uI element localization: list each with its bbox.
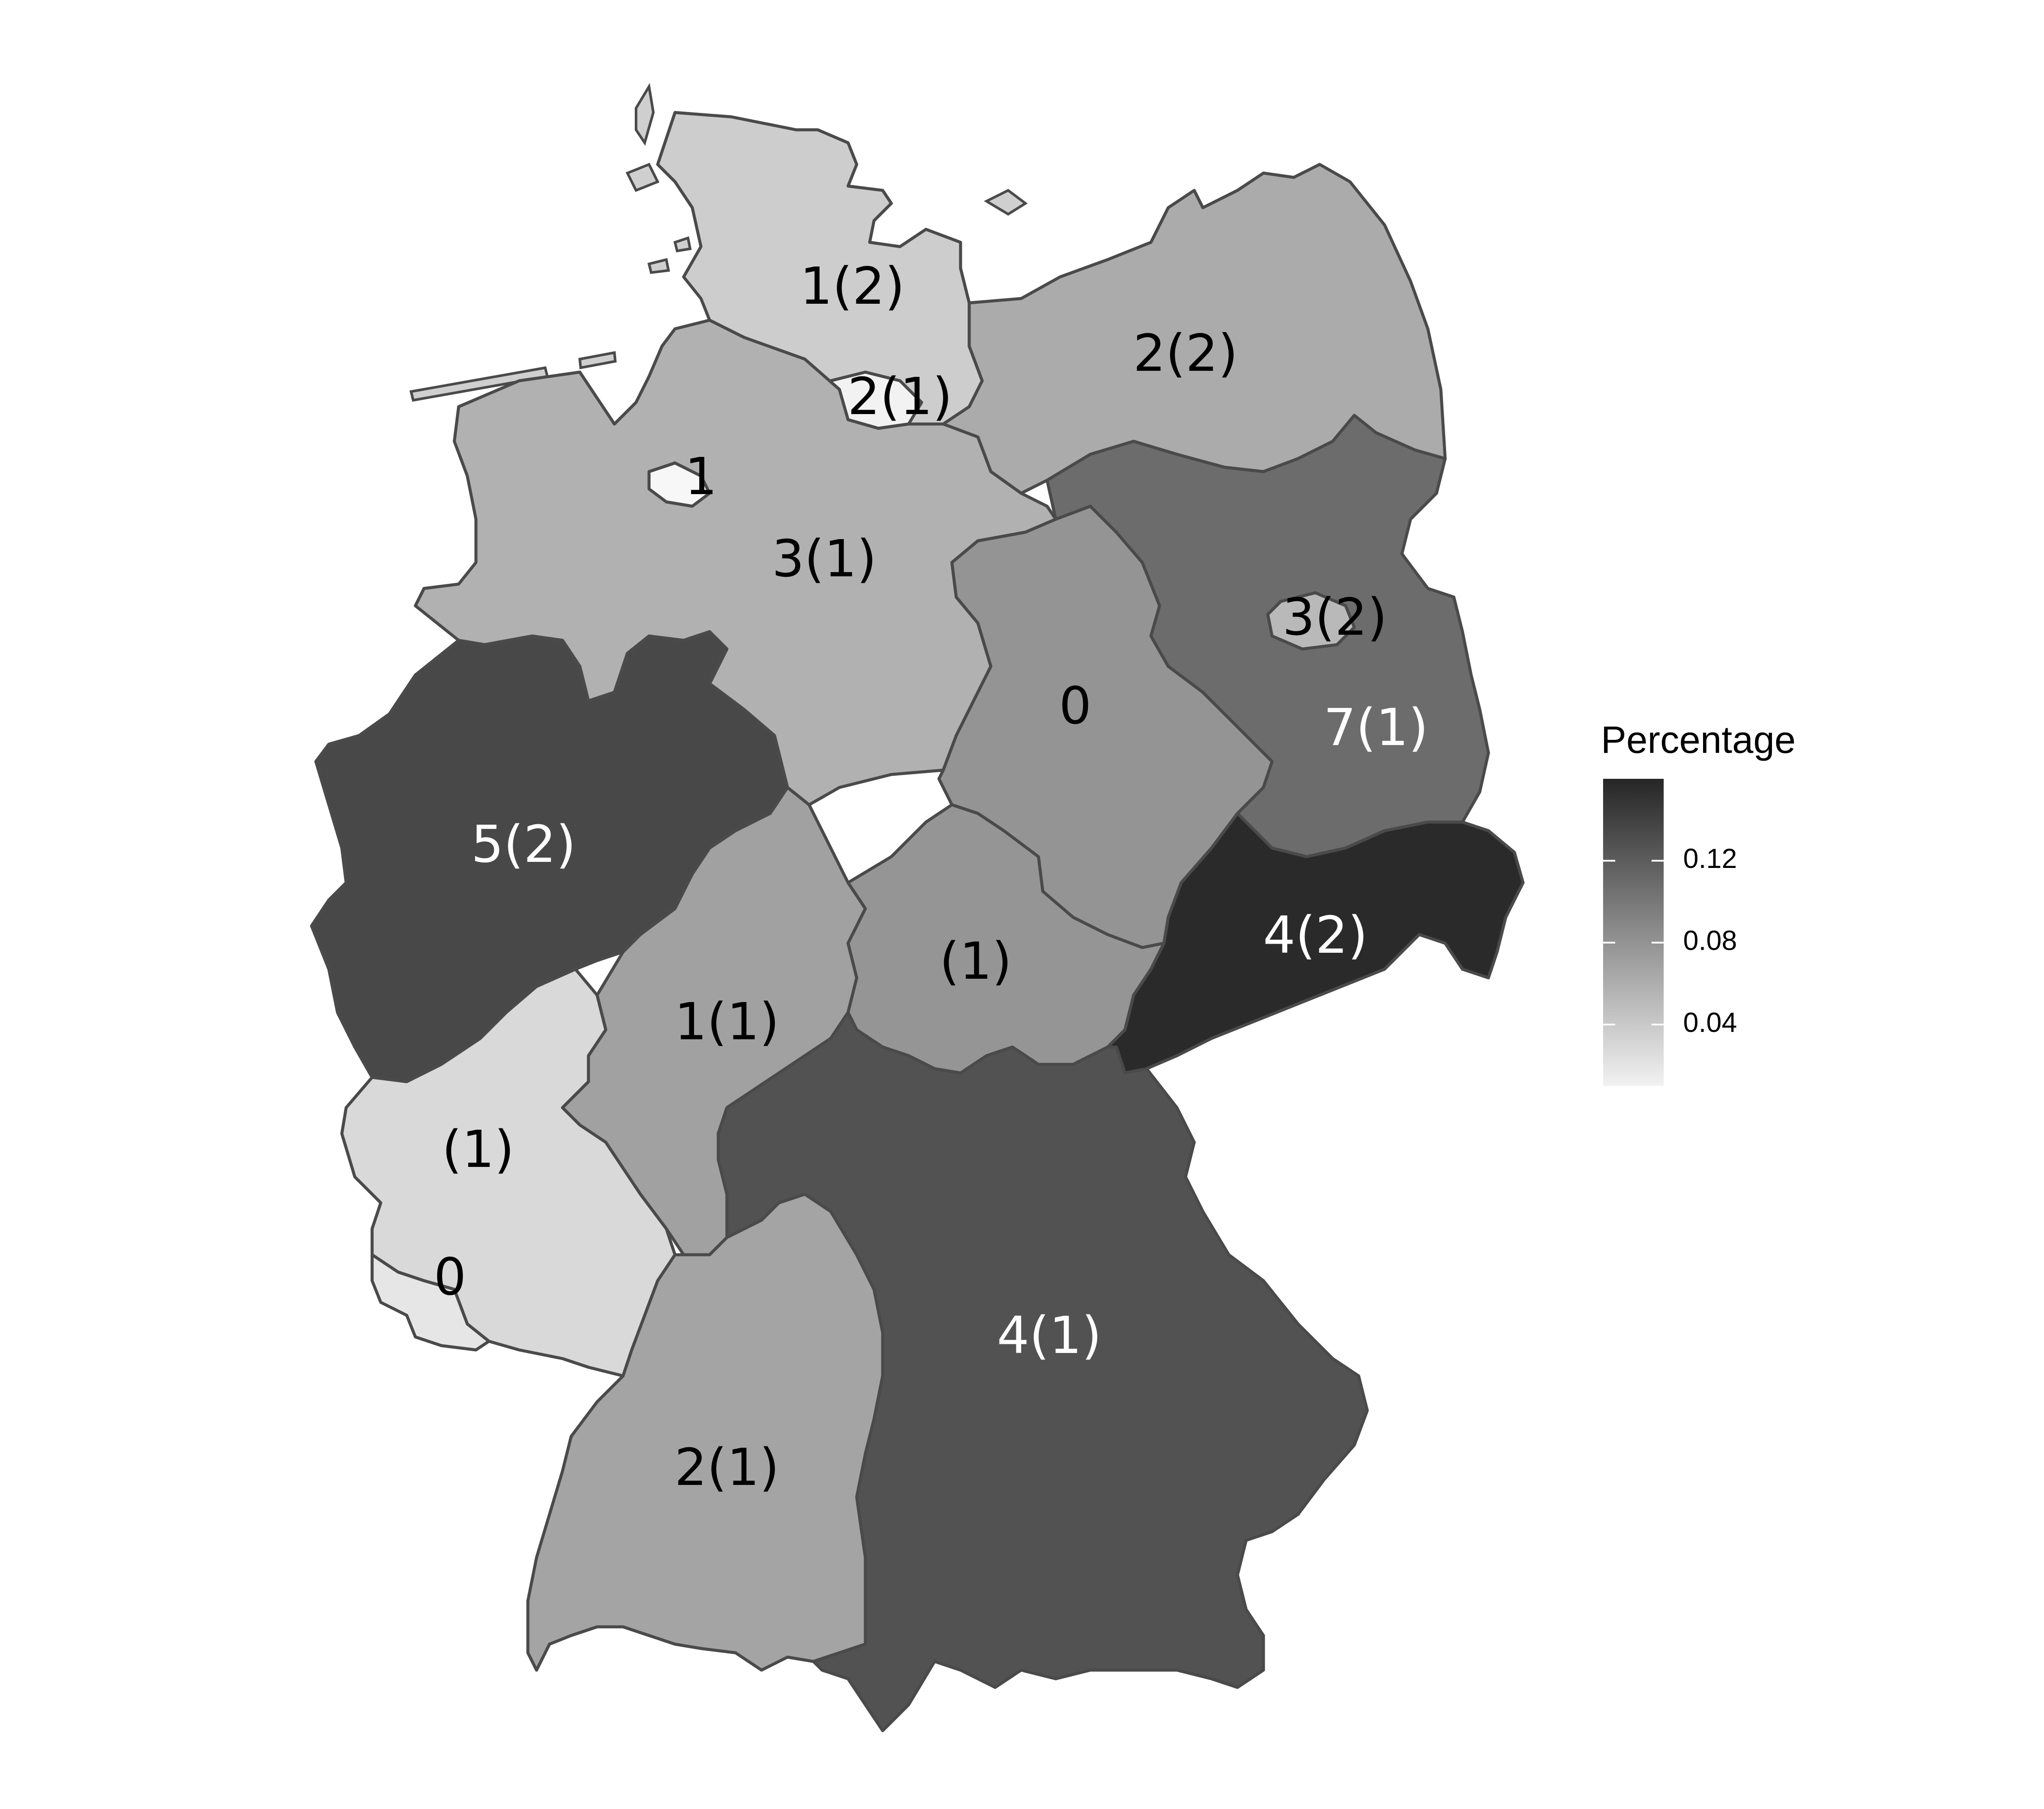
- region-saarland[interactable]: [370, 1253, 491, 1352]
- legend-tick-label: 0.12: [1683, 843, 1737, 874]
- label-bayern: 4(1): [997, 1305, 1102, 1365]
- label-saarland: 0: [434, 1247, 466, 1307]
- label-mecklenburg-vorpommern: 2(2): [1133, 323, 1238, 383]
- north-sea-islands: [409, 83, 692, 402]
- state-regions: [310, 111, 1525, 1732]
- legend: Percentage 0.12 0.08 0.04: [1601, 718, 1796, 1086]
- legend-title: Percentage: [1601, 718, 1796, 761]
- label-berlin: 3(2): [1282, 587, 1387, 647]
- legend-tick-label: 0.08: [1683, 925, 1737, 956]
- label-baden-wuerttemberg: 2(1): [675, 1437, 779, 1497]
- label-bremen: 1: [685, 447, 717, 506]
- baltic-islands: [983, 189, 1028, 216]
- state-value-labels: 1(2) 2(1) 2(2) 1 3(1) 3(2) 7(1) 0 5(2) 1…: [434, 256, 1428, 1497]
- label-rheinland-pfalz: (1): [442, 1119, 514, 1179]
- legend-tick-label: 0.04: [1683, 1007, 1737, 1038]
- label-brandenburg: 7(1): [1324, 697, 1428, 757]
- region-berlin[interactable]: [1266, 591, 1356, 651]
- label-hessen: 1(1): [675, 992, 779, 1051]
- label-sachsen: 4(2): [1263, 905, 1368, 965]
- label-nordrhein-westfalen: 5(2): [471, 814, 576, 874]
- region-brandenburg[interactable]: [1045, 414, 1490, 858]
- label-hamburg: 2(1): [848, 366, 952, 426]
- region-bremen[interactable]: [647, 461, 711, 508]
- legend-colorbar: [1603, 779, 1664, 1086]
- label-schleswig-holstein: 1(2): [800, 256, 905, 316]
- legend-ticks: 0.12 0.08 0.04: [1603, 843, 1737, 1038]
- label-sachsen-anhalt: 0: [1059, 676, 1091, 736]
- label-niedersachsen: 3(1): [772, 529, 877, 588]
- label-thueringen: (1): [939, 931, 1012, 991]
- region-bayern[interactable]: [717, 1011, 1369, 1732]
